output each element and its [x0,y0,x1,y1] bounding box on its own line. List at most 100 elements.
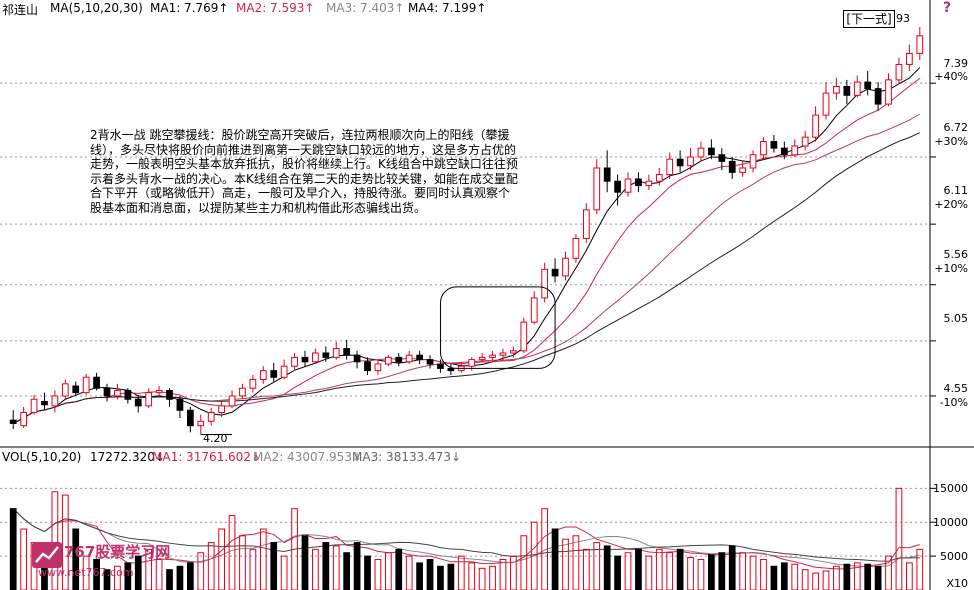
next-pattern-button[interactable]: [下一式] [843,10,895,28]
candle-body [593,167,601,211]
candle-body [384,356,392,365]
candle-body [197,420,205,427]
volume-bar [812,572,819,590]
volume-bar [228,514,236,590]
volume-bar [635,548,642,590]
candle-body [41,400,48,406]
chart-overlay [200,286,556,435]
volume-bar [530,521,538,590]
candle-body [843,85,851,96]
volume-bar [624,552,632,590]
volume-bar [739,552,747,590]
volume-bar [760,559,767,590]
volume-bar [718,552,726,590]
candle-body [353,354,361,363]
candle-body [603,167,611,182]
volume-bar [708,554,715,590]
volume-bar [416,562,423,590]
volume-bar [489,565,496,590]
candle-body [676,158,684,167]
volume-bar [270,542,278,590]
volume-bar [572,535,580,590]
volume-ma20-line [12,508,920,562]
watermark-brand: 767股票学习网 [64,543,171,561]
volume-bar [551,528,559,590]
volume-bar [687,556,694,590]
candle-body [624,178,632,193]
candle-body [520,321,528,352]
candle-body [239,387,246,397]
volume-bar [791,563,799,590]
watermark-logo: 767股票学习网 www.net767.com [32,540,172,586]
candle-body [332,348,340,358]
volume-bar [697,559,705,590]
candle-body [697,147,705,158]
corner-value: 93 [896,12,910,25]
axis-pct-1: +30% [934,135,968,148]
axis-price-2: 6.11 [943,184,969,197]
candle-body [780,147,788,156]
vol-axis-unit: X10 [946,577,968,590]
candle-body [614,180,621,193]
volume-bar [343,552,351,590]
candle-body [489,354,496,358]
candle-body [510,350,517,354]
volume-bar [124,562,132,590]
candle-body [405,354,413,363]
candle-body [468,359,476,367]
candle-body [374,363,382,372]
candle-body [770,141,778,149]
pattern-annotation: 2背水一战 跳空攀援线：股价跳空高开突破后，连拉两根顺次向上的阳线（攀援线），多… [90,128,518,215]
candle-body [708,147,715,156]
volume-bar [770,565,778,590]
volume-bar [61,494,69,590]
volume-bar [666,552,674,590]
volume-bar [280,555,288,590]
candle-body [541,268,549,299]
candle-body [134,398,142,407]
candle-body [499,352,507,356]
candle-body [218,405,225,413]
vol-axis-15000: 15000 [933,482,968,495]
volume-bar [259,528,267,590]
candle-body [270,370,278,378]
candle-body [312,352,319,363]
ma4-value: MA4: 7.199↑ [408,1,487,15]
volume-bar [447,563,455,590]
volume-bar [51,491,59,590]
candle-body [416,354,423,361]
volume-bar [166,569,173,590]
candle-body [114,389,121,397]
volume-ma2: MA2: 43007.953↓ [253,450,363,464]
vol-axis-5000: 5000 [940,550,968,563]
question-mark-icon[interactable]: ? [943,0,952,16]
vol-axis-10000: 10000 [933,516,968,529]
volume-bar [676,548,684,590]
stock-name: 祁连山 [2,3,39,17]
volume-bar [468,562,476,590]
volume-bar [364,555,371,590]
volume-bar [822,570,830,590]
candle-body [447,367,455,372]
pattern-highlight-box [439,286,556,369]
candle-body [186,409,194,427]
volume-bar [749,555,757,590]
candle-body [364,361,371,372]
axis-price-5: 4.55 [943,382,969,395]
axis-pct-0: +40% [934,70,968,83]
candle-body [51,395,59,407]
volume-bar [353,542,361,590]
candle-body [176,398,184,411]
volume-bar [499,559,507,590]
candle-body [291,356,298,367]
candle-body [322,352,330,358]
candle-body [833,85,840,94]
volume-bar [249,548,257,590]
candle-body [791,145,799,156]
candle-body [20,411,27,427]
volume-bar [239,535,246,590]
watermark-url: www.net767.com [38,566,134,579]
volume-bar [176,565,184,590]
